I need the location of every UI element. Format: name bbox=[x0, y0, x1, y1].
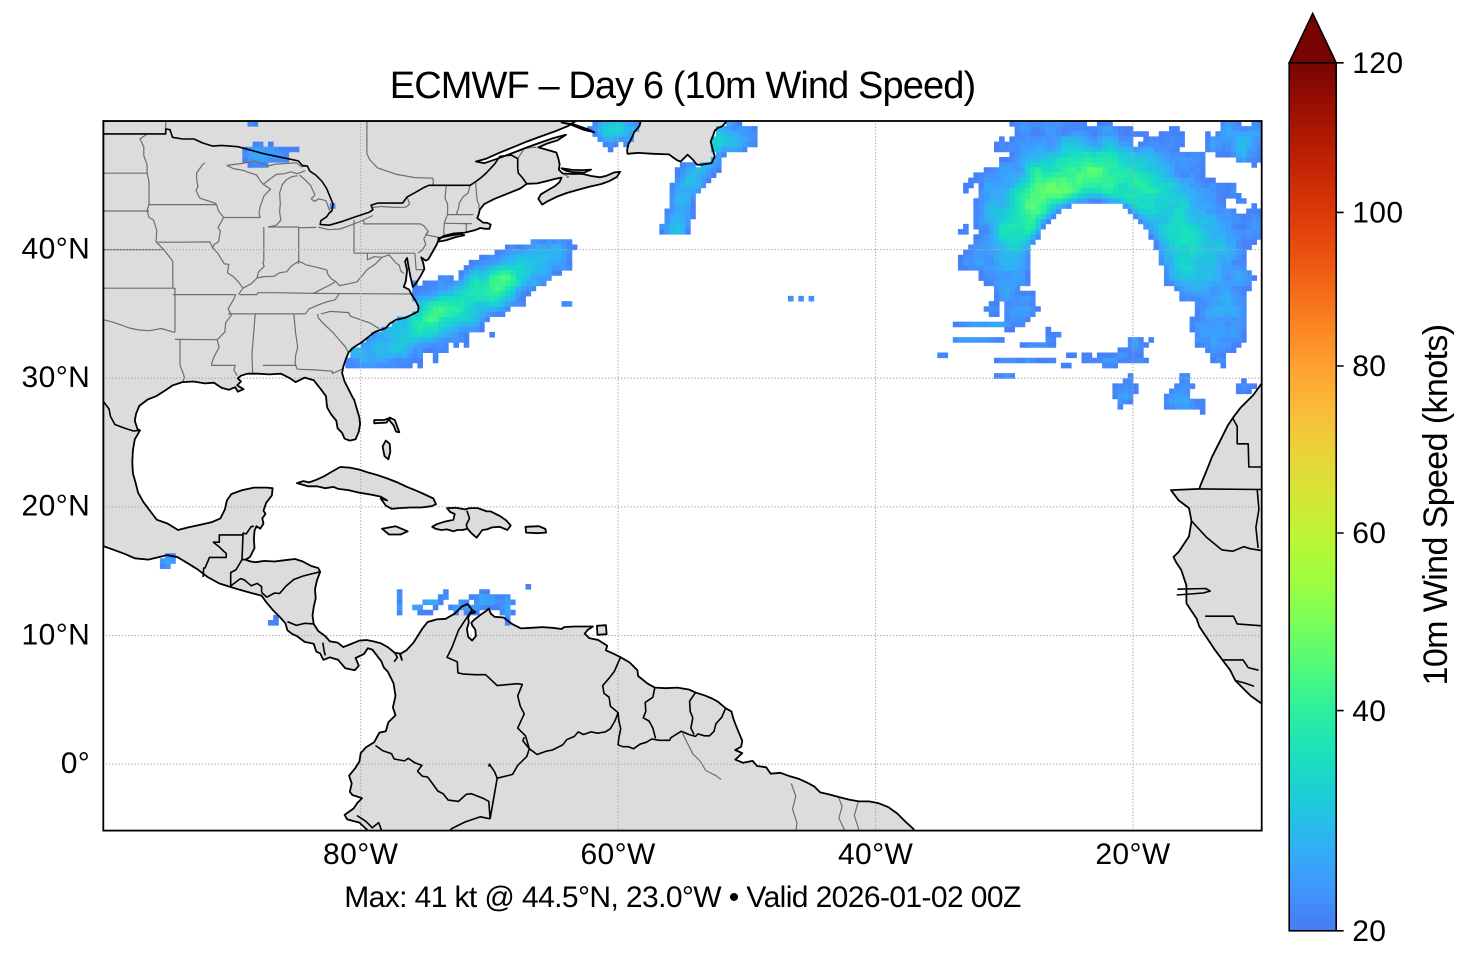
svg-text:20°N: 20°N bbox=[22, 490, 91, 523]
svg-text:60°W: 60°W bbox=[580, 838, 656, 871]
svg-text:40°N: 40°N bbox=[22, 232, 91, 265]
svg-text:0°: 0° bbox=[61, 747, 90, 780]
svg-text:Max: 41 kt @ 44.5°N, 23.0°W •: Max: 41 kt @ 44.5°N, 23.0°W • Valid 2026… bbox=[344, 881, 1021, 914]
svg-text:40°W: 40°W bbox=[838, 838, 914, 871]
svg-text:10m Wind Speed (knots): 10m Wind Speed (knots) bbox=[1417, 325, 1455, 686]
svg-text:40: 40 bbox=[1352, 695, 1386, 728]
svg-text:120: 120 bbox=[1352, 47, 1403, 80]
svg-text:80: 80 bbox=[1352, 350, 1386, 383]
svg-text:20: 20 bbox=[1352, 915, 1386, 948]
svg-text:30°N: 30°N bbox=[22, 361, 91, 394]
svg-text:20°W: 20°W bbox=[1095, 838, 1171, 871]
svg-text:60: 60 bbox=[1352, 517, 1386, 550]
svg-text:100: 100 bbox=[1352, 197, 1403, 230]
svg-text:80°W: 80°W bbox=[323, 838, 399, 871]
svg-text:ECMWF – Day 6 (10m Wind Speed): ECMWF – Day 6 (10m Wind Speed) bbox=[390, 65, 975, 107]
svg-text:10°N: 10°N bbox=[22, 618, 91, 651]
